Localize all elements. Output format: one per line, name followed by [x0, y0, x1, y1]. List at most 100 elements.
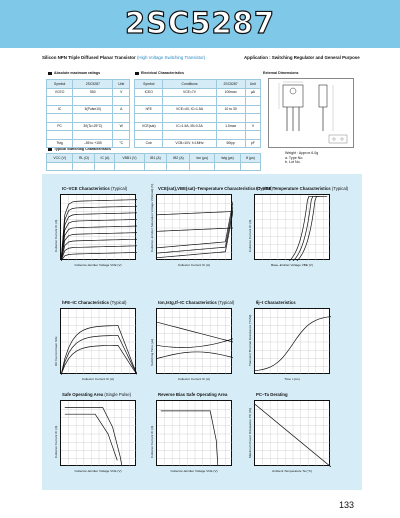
- plot-area: [60, 308, 137, 375]
- abs-max-cell: [112, 96, 130, 106]
- abs-max-cell: [112, 113, 130, 123]
- table-row: [45, 130, 130, 140]
- x-axis-label: Collector–Emitter Voltage VCE (V): [74, 263, 122, 267]
- plot-svg: [157, 309, 233, 375]
- plot-area: [254, 400, 331, 467]
- table-row: [45, 113, 130, 123]
- abs-max-cell: PC: [45, 121, 74, 131]
- chart-title-text: IC–VCE Characteristics: [62, 186, 111, 191]
- electrical-cell: pF: [244, 138, 262, 148]
- y-axis-label: Collector Current IC (A): [150, 425, 154, 458]
- chart-title-qualifier: (Typical): [331, 186, 349, 191]
- series-line: [296, 195, 328, 261]
- chart-title-qualifier: (Single Pulse): [104, 392, 132, 397]
- series-line: [157, 201, 233, 249]
- series-line: [288, 195, 320, 261]
- table-row: PC 30(Tc=25°C) W: [45, 121, 130, 131]
- abs-max-header-cell: 2SC5287: [72, 79, 114, 89]
- series-line: [157, 338, 233, 348]
- plot-area: [156, 194, 233, 261]
- abs-max-cell: Tstg: [45, 138, 74, 148]
- chart-title: hFE–IC Characteristics (Typical): [62, 300, 127, 305]
- square-bullet-icon: [135, 71, 139, 75]
- series-line: [61, 212, 137, 261]
- electrical-cell: µA: [244, 87, 262, 97]
- chart-title-text: VCE(sat),VBE(sat)–Temperature Characteri…: [158, 186, 257, 191]
- chart-title-qualifier: (Typical): [217, 300, 235, 305]
- square-bullet-icon: [48, 147, 52, 151]
- electrical-header-cell: Unit: [244, 79, 262, 89]
- plot-svg: [157, 401, 233, 467]
- chart-ic-vbe: IC–VBE Temperature Characteristics (Typi…: [248, 186, 348, 282]
- electrical-cell: [162, 96, 217, 106]
- abs-max-heading: Absolute maximum ratings: [48, 71, 100, 75]
- x-axis-label: Collector–Emitter Voltage VCE (V): [170, 469, 218, 473]
- table-row: [133, 113, 262, 123]
- device-type: Silicon NPN Triple Diffused Planar Trans…: [42, 55, 136, 60]
- series-line: [157, 321, 233, 343]
- table-row: VCE(sat) IC=1.5A, IB=0.3A 1.0max V: [133, 121, 262, 131]
- electrical-cell: VCE(sat): [133, 121, 164, 131]
- y-axis-label: Collector–Emitter Saturation Voltage VCE…: [150, 183, 154, 252]
- chart-title: θj–t Characteristics: [256, 300, 296, 305]
- electrical-cell: IC=1.5A, IB=0.3A: [162, 121, 217, 131]
- chart-title-text: IC–VBE Temperature Characteristics: [256, 186, 332, 191]
- abs-max-cell: 30(Tc=25°C): [72, 121, 114, 131]
- x-axis-label: Collector–Emitter Voltage VCE (V): [74, 469, 122, 473]
- chart-title-text: θj–t Characteristics: [256, 300, 296, 305]
- series-line: [61, 199, 137, 261]
- abs-max-cell: 550: [72, 87, 114, 97]
- plot-area: [60, 194, 137, 261]
- plot-area: [156, 400, 233, 467]
- switching-cell: [114, 161, 145, 171]
- table-row: [133, 96, 262, 106]
- x-axis-label: Base–Emitter Voltage VBE (V): [271, 263, 313, 267]
- electrical-header-cell: Conditions: [162, 79, 217, 89]
- electrical-header-cell: Symbol: [133, 79, 164, 89]
- chart-theta: θj–t Characteristics Time t (ms) Transien…: [248, 300, 332, 396]
- chart-title: Reverse Bias Safe Operating Area: [158, 392, 227, 397]
- square-bullet-icon: [48, 71, 52, 75]
- package-outline-icon: [278, 81, 348, 144]
- switching-cell: [189, 161, 216, 171]
- electrical-cell: [215, 113, 246, 123]
- switching-header-cell: VCC (V): [45, 153, 74, 163]
- series-line: [157, 227, 233, 232]
- abs-max-cell: [45, 113, 74, 123]
- series-line: [61, 232, 137, 261]
- abs-max-cell: V: [112, 87, 130, 97]
- abs-max-cell: [72, 96, 114, 106]
- note-b: b. Lot No.: [285, 160, 301, 165]
- switching-cell: [214, 161, 242, 171]
- series-line: [255, 404, 331, 467]
- switching-header-cell: IB2 (A): [166, 153, 191, 163]
- abs-max-cell: IC: [45, 104, 74, 114]
- abs-max-header-cell: Symbol: [45, 79, 74, 89]
- electrical-cell: [133, 96, 164, 106]
- application-line: Application : Switching Regulator and Ge…: [244, 55, 360, 60]
- electrical-cell: hFE: [133, 104, 164, 114]
- application-text: Application : Switching Regulator and Ge…: [244, 55, 360, 60]
- electrical-cell: [244, 104, 262, 114]
- plot-svg: [255, 309, 331, 375]
- switching-cell: [72, 161, 96, 171]
- chart-title: VCE(sat),VBE(sat)–Temperature Characteri…: [158, 186, 273, 191]
- x-axis-label: Collector Current IC (A): [177, 263, 211, 267]
- table-row: [45, 96, 130, 106]
- dimensions-heading-text: External Dimensions: [263, 71, 299, 75]
- series-line: [157, 211, 233, 259]
- electrical-cell: [133, 130, 164, 140]
- package-outline-drawing: [268, 78, 354, 148]
- plot-svg: [61, 309, 137, 375]
- plot-area: [156, 308, 233, 375]
- plot-svg: [61, 195, 137, 261]
- chart-vce-sat: VCE(sat),VBE(sat)–Temperature Characteri…: [150, 183, 273, 282]
- series-line: [61, 335, 137, 375]
- chart-title: IC–VBE Temperature Characteristics (Typi…: [256, 186, 348, 191]
- abs-max-header-row: Symbol 2SC5287 Unit: [45, 79, 130, 89]
- chart-ic-vce: IC–VCE Characteristics (Typical) Collecto…: [54, 186, 138, 282]
- part-number-title: 2SC5287: [124, 5, 276, 40]
- y-axis-label: DC Current Gain hFE: [54, 336, 58, 366]
- electrical-cell: 50typ: [215, 138, 246, 148]
- series-line: [61, 345, 137, 375]
